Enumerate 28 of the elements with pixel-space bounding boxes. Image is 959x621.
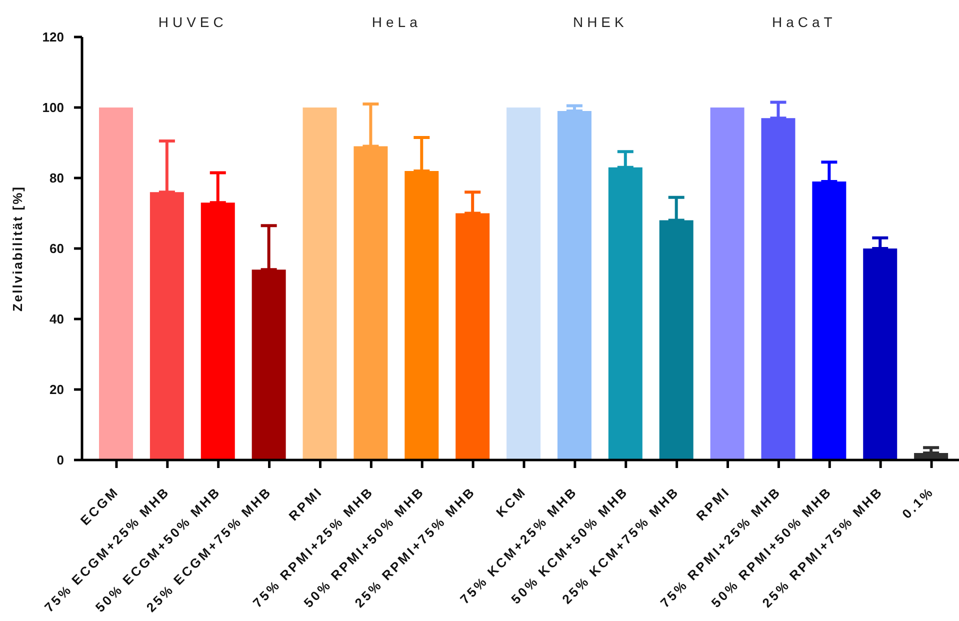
y-tick-label: 120 (42, 30, 64, 45)
text: NHEK (572, 14, 628, 30)
bar (608, 167, 642, 460)
bar (506, 108, 541, 460)
bar (252, 270, 286, 460)
y-tick-label: 100 (42, 100, 64, 116)
y-tick-label: 80 (50, 170, 64, 186)
bar (456, 213, 490, 460)
y-tick-label: 0 (56, 452, 64, 468)
bar (710, 108, 744, 460)
y-tick-label: 40 (50, 312, 64, 327)
text: HUVEC (158, 14, 228, 30)
bar (761, 118, 796, 460)
bar (812, 182, 846, 460)
bar (302, 108, 337, 460)
bar (354, 146, 388, 460)
y-axis-title: Zellviabilität [%] (10, 186, 25, 312)
text: HaCaT (772, 14, 836, 30)
bar (150, 192, 184, 460)
bar (659, 220, 694, 460)
bar (404, 170, 439, 460)
bar (863, 248, 898, 460)
y-tick-label: 60 (50, 241, 64, 256)
y-tick-label: 20 (50, 382, 64, 398)
bar (99, 108, 133, 460)
bar (557, 111, 592, 460)
bar (200, 202, 235, 460)
text: HeLa (372, 14, 422, 30)
